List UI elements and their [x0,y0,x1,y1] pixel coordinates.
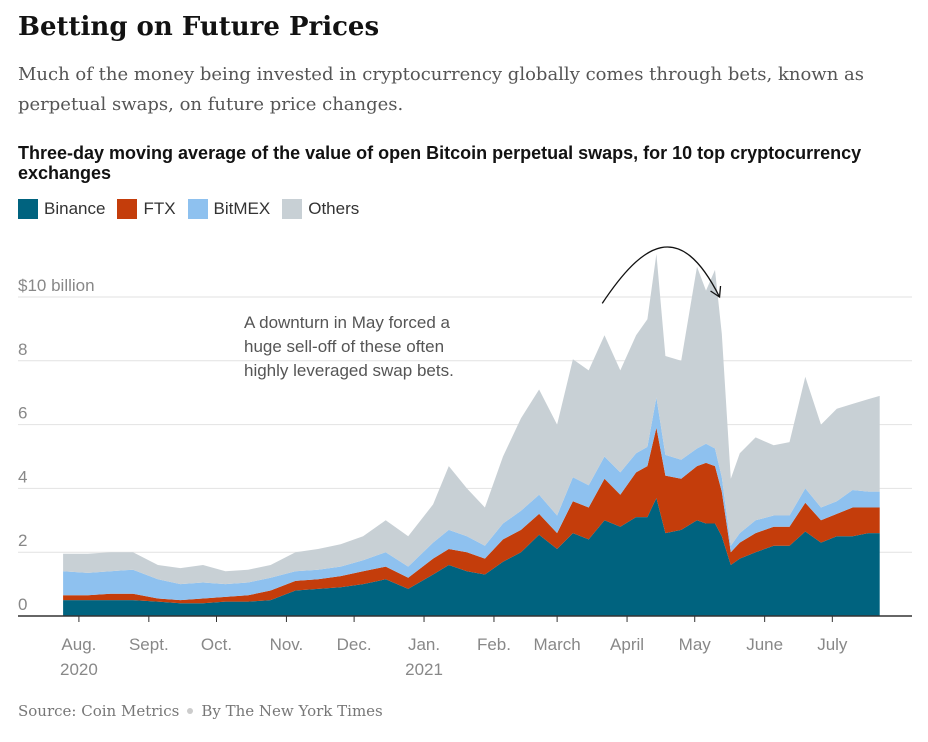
y-tick-label: 8 [18,340,27,359]
area-bitmex [63,397,880,601]
legend-swatch-ftx [117,199,138,219]
x-tick-label: March [534,635,581,654]
legend-swatch-binance [18,199,38,219]
source-text: Source: Coin Metrics [18,702,180,720]
legend-label-binance: Binance [44,199,106,218]
legend-item-ftx: FTX [117,199,176,219]
stacked-area-chart: 0 2 4 6 8 $10 billion Aug. 2020 Sept. Oct. Nov. Dec… [18,246,912,679]
annotation: A downturn in May forced a huge sell-off … [244,246,722,380]
annotation-arrow-curve [601,246,721,304]
legend-swatch-others [282,199,303,219]
source-line: Source: Coin Metrics By The New York Tim… [18,702,383,720]
legend-item-binance: Binance [18,199,105,219]
y-tick-label: 4 [18,467,27,486]
y-tick-label: 0 [18,595,27,614]
area-ftx [63,427,880,604]
annotation-text-line: A downturn in May forced a [244,313,451,332]
x-tick-label: June [746,635,783,654]
x-tick-year-label: 2020 [60,660,98,679]
legend-label-bitmex: BitMEX [213,199,271,218]
chart-title: Three-day moving average of the value of… [18,143,862,183]
x-tick-label: Sept. [129,635,169,654]
separator-dot [187,708,194,714]
x-tick-label: Dec. [337,635,372,654]
x-tick-year-label: 2021 [405,660,443,679]
x-tick-label: Oct. [201,635,232,654]
area-others [63,253,880,585]
legend-swatch-bitmex [187,199,208,219]
headline: Betting on Future Prices [18,12,380,42]
area-binance [63,498,880,616]
area-series [63,253,880,616]
x-tick-label: Jan. [408,635,440,654]
y-tick-label: 2 [18,531,27,550]
x-tick-label: May [679,635,712,654]
byline: By The New York Times [201,702,383,720]
legend-item-bitmex: BitMEX [187,199,271,219]
annotation-arrowhead [710,285,722,299]
chart-legend: Binance FTX BitMEX Others [18,199,359,219]
x-tick-label: April [610,635,644,654]
axes: 0 2 4 6 8 $10 billion Aug. 2020 Sept. Oct. Nov. Dec… [18,276,912,679]
y-tick-label: 6 [18,404,27,423]
annotation-text-line: highly leveraged swap bets. [244,361,454,380]
x-tick-label: Nov. [270,635,304,654]
x-tick-label: Aug. [61,635,96,654]
legend-label-others: Others [308,199,360,218]
annotation-text-line: huge sell-off of these often [244,337,444,356]
y-tick-label: $10 billion [18,276,95,295]
x-tick-label: July [817,635,848,654]
x-tick-label: Feb. [477,635,511,654]
subheadline: Much of the money being invested in cryp… [18,64,864,115]
legend-label-ftx: FTX [143,199,176,218]
legend-item-others: Others [282,199,359,219]
